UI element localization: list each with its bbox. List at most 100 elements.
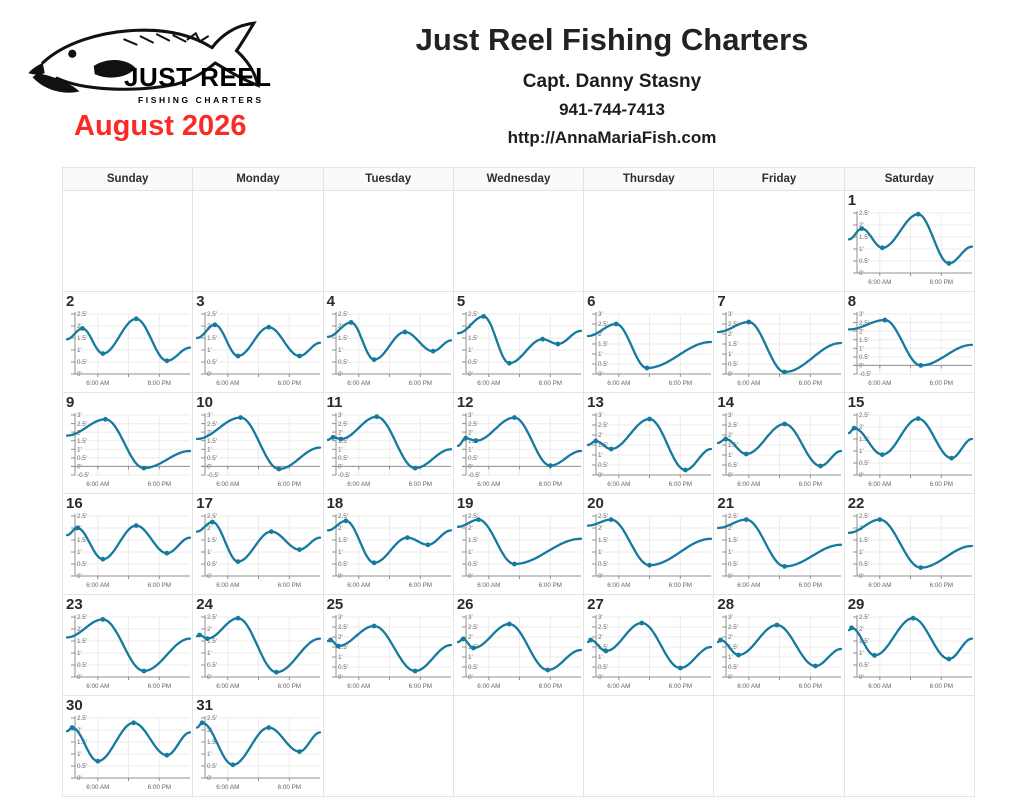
empty-cell: [584, 696, 715, 797]
svg-text:6:00 PM: 6:00 PM: [538, 683, 561, 690]
day-number: 11: [326, 394, 343, 411]
tide-chart-day-12: -0.5'0' 0.5'1' 1.5' 2'2.5' 3' 6:00 AM 6:00 PM: [456, 412, 582, 488]
svg-text:0.5': 0.5': [207, 359, 217, 366]
svg-text:1.5': 1.5': [468, 438, 478, 445]
tide-extreme-marker: [879, 245, 885, 251]
day-cell-13: 13 0' 0.5' 1' 1.5' 2' 2.5' 3' 6:00 AM 6:00 PM: [584, 393, 715, 494]
svg-text:0': 0': [338, 464, 343, 471]
day-number: 12: [456, 394, 474, 411]
svg-text:6:00 AM: 6:00 AM: [86, 683, 109, 690]
svg-text:0.5': 0.5': [77, 561, 87, 568]
tide-chart-day-5: 0'0.5'1'1.5'2'2.5'6:00 AM 6:00 PM: [456, 311, 582, 387]
svg-text:6:00 AM: 6:00 AM: [607, 481, 630, 488]
svg-text:2.5': 2.5': [338, 624, 348, 631]
svg-text:2.5': 2.5': [468, 513, 478, 520]
svg-text:1.5': 1.5': [598, 341, 608, 348]
day-cell-20: 20 0' 0.5' 1' 1.5' 2' 2.5' 6:00 AM 6:00 PM: [584, 494, 715, 595]
svg-text:0.5': 0.5': [598, 361, 608, 368]
day-number: 31: [196, 697, 213, 714]
svg-text:1.5': 1.5': [207, 537, 217, 544]
svg-text:-0.5': -0.5': [207, 472, 219, 479]
svg-text:0': 0': [468, 674, 473, 681]
tide-extreme-marker: [430, 348, 436, 354]
day-number: 2: [66, 293, 75, 310]
svg-text:6:00 PM: 6:00 PM: [408, 582, 431, 589]
svg-text:0.5': 0.5': [859, 460, 869, 467]
tide-curve: [847, 213, 973, 265]
svg-text:2': 2': [207, 626, 212, 633]
tide-extreme-marker: [910, 615, 916, 621]
tide-curve: [66, 618, 192, 673]
svg-text:0': 0': [338, 371, 343, 378]
captain-name: Capt. Danny Stasny: [522, 71, 702, 92]
svg-text:0': 0': [207, 573, 212, 580]
svg-text:1.5': 1.5': [728, 341, 738, 348]
svg-text:2': 2': [468, 525, 473, 532]
day-number: 1: [847, 192, 857, 209]
day-cell-26: 260'0.5'1'1.5'2'2.5'3'6:00 AM6:00 PM: [453, 595, 585, 696]
tide-chart-day-29: 0'0.5'1'1.5'2'2.5'6:00 AM 6:00 PM: [847, 614, 973, 690]
svg-text:2': 2': [859, 328, 864, 335]
tide-chart-day-4: 0' 0.5' 1' 1.5' 2' 2.5' 6:00 AM 6:00 PM: [326, 311, 452, 387]
svg-text:1.5': 1.5': [728, 644, 738, 651]
calendar-grid: 1 0' 0.5' 1' 1.5' 2' 2.5' 6:00 AM 6:00 PM 2 0' 0.5'…: [63, 191, 975, 797]
svg-text:2': 2': [728, 634, 733, 641]
svg-text:-0.5': -0.5': [859, 371, 871, 378]
day-cell-1: 1 0' 0.5' 1' 1.5' 2' 2.5' 6:00 AM 6:00 PM: [844, 191, 975, 292]
tide-extreme-marker: [297, 353, 303, 359]
svg-text:0': 0': [859, 573, 864, 580]
tide-extreme-marker: [547, 463, 553, 468]
svg-text:0': 0': [338, 674, 343, 681]
svg-text:3': 3': [338, 614, 343, 621]
tide-extreme-marker: [948, 455, 954, 461]
svg-text:0.5': 0.5': [468, 455, 478, 462]
tide-extreme-marker: [647, 416, 653, 422]
svg-text:6:00 PM: 6:00 PM: [148, 683, 171, 690]
svg-text:3': 3': [468, 614, 473, 621]
empty-cell: [453, 191, 585, 292]
svg-text:1.5': 1.5': [859, 234, 869, 241]
svg-text:6:00 AM: 6:00 AM: [868, 279, 891, 286]
tide-extreme-marker: [266, 324, 272, 330]
day-number: 25: [326, 596, 344, 613]
tide-extreme-marker: [588, 637, 594, 643]
tide-extreme-marker: [473, 438, 479, 444]
empty-cell: [714, 696, 845, 797]
svg-text:2': 2': [859, 626, 864, 633]
svg-text:2': 2': [338, 323, 343, 330]
empty-cell: [63, 191, 194, 292]
tide-extreme-marker: [736, 652, 742, 658]
svg-text:0': 0': [77, 464, 82, 471]
svg-text:6:00 PM: 6:00 PM: [538, 481, 561, 488]
svg-text:6:00 AM: 6:00 AM: [738, 582, 761, 589]
day-number: 3: [196, 293, 205, 310]
svg-text:0.5': 0.5': [859, 561, 869, 568]
svg-text:3': 3': [598, 311, 603, 318]
tide-extreme-marker: [506, 621, 512, 627]
svg-text:0.5': 0.5': [728, 664, 738, 671]
svg-text:6:00 PM: 6:00 PM: [799, 683, 822, 690]
svg-text:6:00 AM: 6:00 AM: [217, 481, 240, 488]
svg-text:6:00 PM: 6:00 PM: [408, 683, 431, 690]
svg-text:2.5': 2.5': [728, 422, 738, 429]
svg-text:6:00 AM: 6:00 AM: [477, 683, 500, 690]
logo-text: JUST REEL: [124, 62, 272, 92]
tide-extreme-marker: [470, 645, 476, 651]
tide-extreme-marker: [545, 667, 550, 673]
day-cell-3: 3 0' 0.5' 1' 1.5' 2' 2.5' 6:00 AM 6:00 PM: [193, 292, 324, 393]
svg-text:1.5': 1.5': [728, 537, 738, 544]
svg-text:1.5': 1.5': [207, 739, 217, 746]
tide-extreme-marker: [463, 435, 468, 441]
tide-extreme-marker: [164, 550, 170, 556]
tide-extreme-marker: [644, 365, 650, 371]
svg-text:0': 0': [207, 464, 212, 471]
svg-text:2.5': 2.5': [859, 513, 869, 520]
svg-text:0': 0': [77, 775, 82, 782]
svg-text:0.5': 0.5': [207, 455, 217, 462]
svg-text:0.5': 0.5': [207, 763, 217, 770]
svg-text:1': 1': [859, 549, 864, 556]
svg-text:2': 2': [859, 222, 864, 229]
svg-text:1': 1': [77, 549, 82, 556]
day-number: 21: [717, 495, 735, 512]
weekday-header-thursday: Thursday: [584, 168, 715, 191]
